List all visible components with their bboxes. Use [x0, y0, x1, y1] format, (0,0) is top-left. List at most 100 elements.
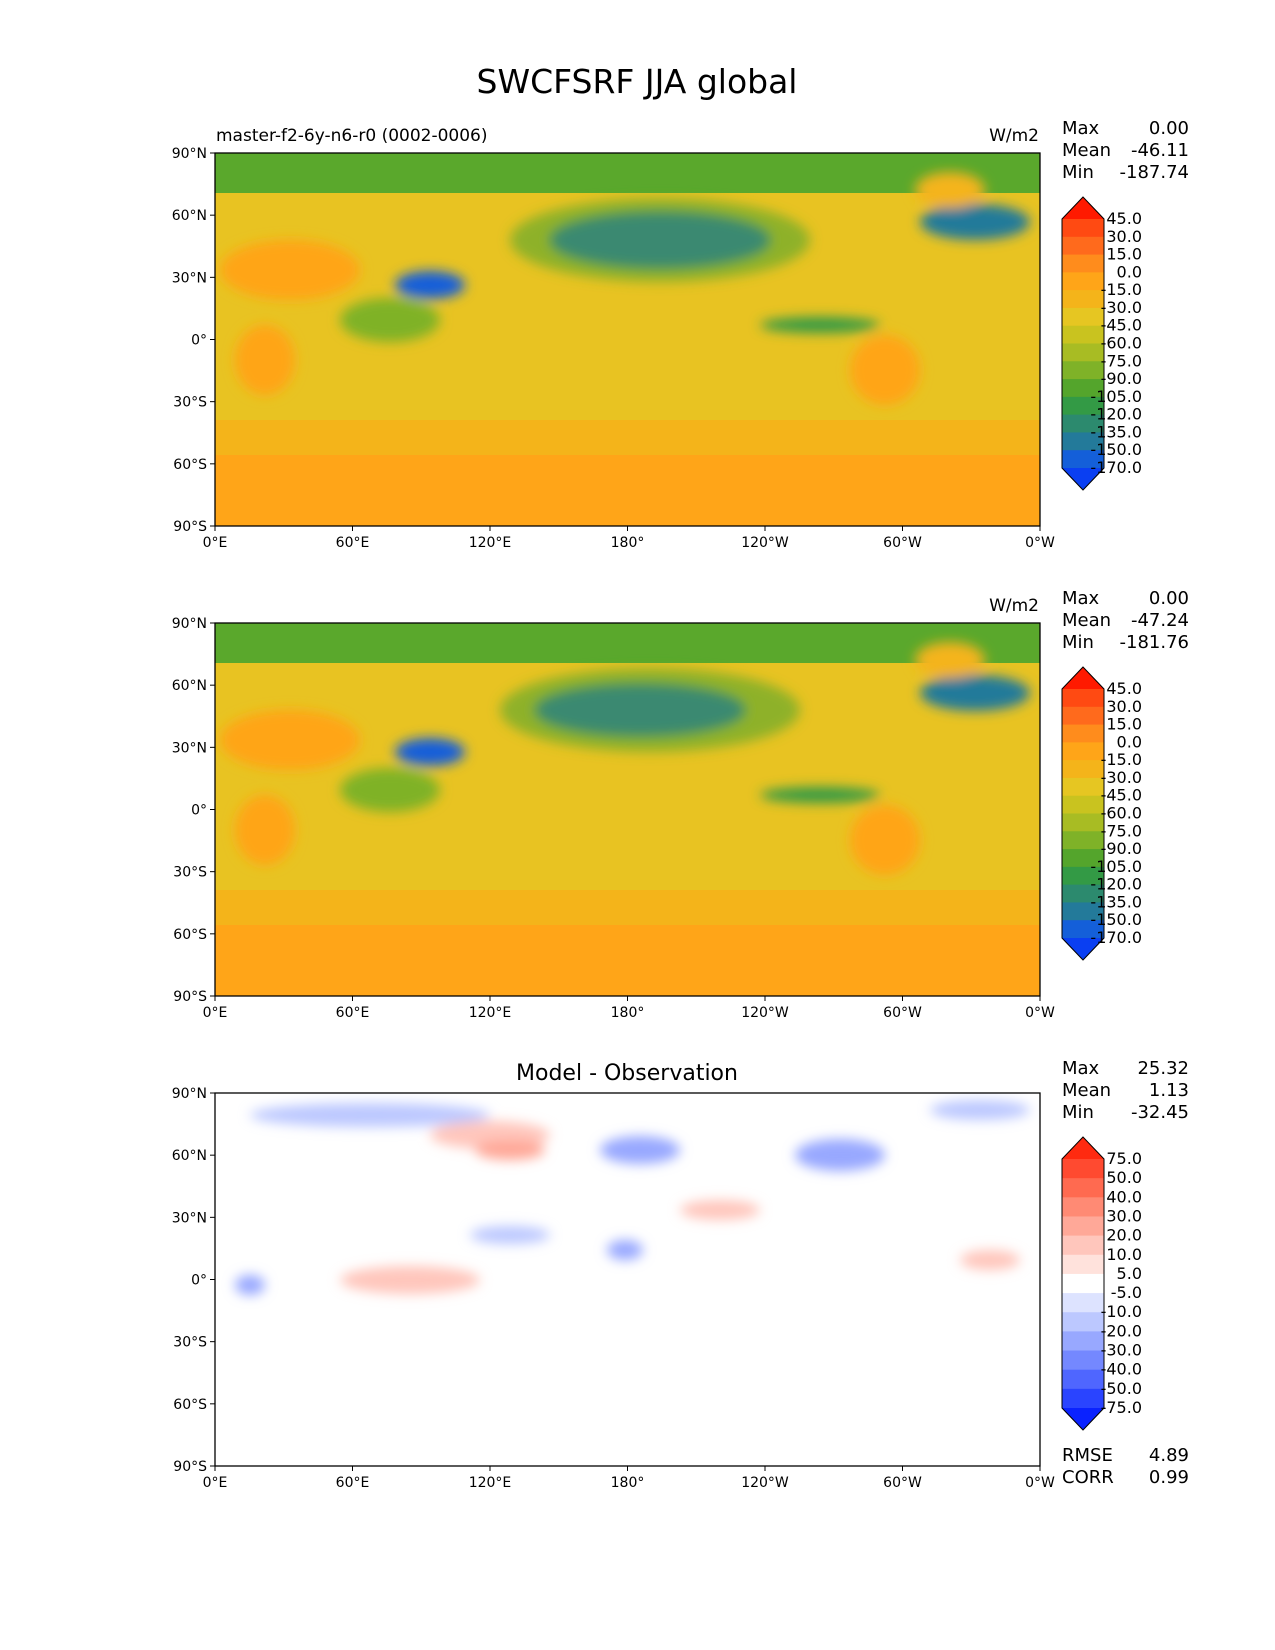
- colorbar-top-extend: [1062, 197, 1104, 219]
- lon-tick-label: 60°W: [883, 535, 922, 551]
- lon-tick-label: 60°W: [883, 1005, 922, 1021]
- arctic-negative: [250, 1103, 490, 1127]
- lon-tick-label: 180°: [611, 535, 645, 551]
- colorbar-segment: [1062, 1369, 1104, 1390]
- colorbar-label: -60.0: [1101, 334, 1142, 353]
- stat-max-value: 0.00: [1149, 118, 1189, 139]
- stats-block: Max 0.00 Mean -47.24 Min -181.76: [1062, 588, 1189, 653]
- colorbar-label: 5.0: [1117, 1264, 1142, 1283]
- colorbar-segment: [1062, 706, 1104, 726]
- band-arctic: [215, 153, 1040, 193]
- tibet-cloud: [395, 738, 465, 766]
- lon-tick-label: 180°: [611, 1475, 645, 1491]
- stat-mean-value: 1.13: [1149, 1080, 1189, 1101]
- colorbar-label: -150.0: [1090, 440, 1142, 459]
- band-arctic: [215, 623, 1040, 663]
- figure-title: SWCFSRF JJA global: [477, 62, 798, 101]
- stat-min-value: -181.76: [1120, 632, 1189, 653]
- colorbar-segment: [1062, 379, 1104, 398]
- stat-min-label: Min: [1062, 632, 1094, 653]
- africa-south: [235, 325, 295, 395]
- stat-rmse-label: RMSE: [1062, 1445, 1113, 1466]
- colorbar-label: -60.0: [1101, 804, 1142, 823]
- stat-rmse-value: 4.89: [1149, 1445, 1189, 1466]
- stat-min-value: -32.45: [1131, 1102, 1189, 1123]
- colorbar-segment: [1062, 396, 1104, 416]
- colorbar-label: 45.0: [1106, 209, 1142, 228]
- lon-tick-label: 180°: [611, 1005, 645, 1021]
- colorbar-label: -45.0: [1101, 786, 1142, 805]
- lat-tick-label: 90°N: [172, 146, 207, 162]
- lat-tick-label: 30°S: [173, 1335, 207, 1351]
- stat-min-label: Min: [1062, 1102, 1094, 1123]
- lat-tick-label: 60°N: [172, 1148, 207, 1164]
- lat-tick-label: 0°: [191, 1273, 207, 1289]
- colorbar-label: -90.0: [1101, 369, 1142, 388]
- north-atlantic-negative: [795, 1139, 885, 1171]
- lon-tick-label: 0°E: [203, 1005, 228, 1021]
- colorbar-label: 0.0: [1117, 262, 1142, 281]
- colorbar-segment: [1062, 902, 1104, 921]
- colorbar-top-extend: [1062, 667, 1104, 689]
- lat-tick-label: 0°: [191, 803, 207, 819]
- lon-tick-label: 120°W: [741, 1005, 789, 1021]
- itcz-east-pacific: [760, 317, 880, 333]
- band-southern: [215, 420, 1040, 455]
- lat-tick-label: 30°S: [173, 865, 207, 881]
- sahara-bright: [220, 710, 360, 770]
- lat-tick-label: 90°S: [173, 989, 207, 1005]
- itcz-east-pacific: [760, 787, 880, 803]
- colorbar-segment: [1062, 450, 1104, 469]
- africa-negative: [235, 1275, 265, 1295]
- colorbar-segment: [1062, 849, 1104, 868]
- field-features: [220, 642, 1030, 875]
- field-features: [220, 172, 1030, 405]
- colorbar-bottom-extend: [1062, 938, 1104, 960]
- south-america: [850, 805, 920, 875]
- colorbar-label: -10.0: [1101, 1302, 1142, 1321]
- panel-reference: W/m2 Max 0.00 Mean -47.24 Min -181.76 45…: [172, 588, 1189, 1021]
- colorbar-segment: [1062, 777, 1104, 797]
- colorbar-segment: [1062, 831, 1104, 850]
- colorbar-segment: [1062, 236, 1104, 256]
- colorbar-label: -30.0: [1101, 1341, 1142, 1360]
- stat-corr-label: CORR: [1062, 1467, 1114, 1488]
- colorbar-label: -150.0: [1090, 910, 1142, 929]
- colorbar-label: 15.0: [1106, 715, 1142, 734]
- colorbar-label: 0.0: [1117, 732, 1142, 751]
- colorbar-segment: [1062, 724, 1104, 743]
- colorbar-segment: [1062, 1388, 1104, 1409]
- lat-tick-label: 60°S: [173, 457, 207, 473]
- colorbar-label: -20.0: [1101, 1321, 1142, 1340]
- lat-tick-label: 30°N: [172, 1210, 207, 1226]
- colorbar-segment: [1062, 1178, 1104, 1198]
- colorbar-segment: [1062, 920, 1104, 939]
- colorbar-segment: [1062, 689, 1104, 708]
- band-south-ocean: [215, 455, 1040, 526]
- colorbar-label: -30.0: [1101, 298, 1142, 317]
- east-pacific-positive: [680, 1200, 760, 1220]
- colorbar-label: -120.0: [1090, 405, 1142, 424]
- colorbar-segment: [1062, 1331, 1104, 1352]
- colorbar: 45.030.015.00.0-15.0-30.0-45.0-60.0-75.0…: [1061, 666, 1142, 961]
- panel-difference: Model - Observation Max 25.32 Mean 1.13 …: [172, 1058, 1189, 1491]
- colorbar-label: 15.0: [1106, 245, 1142, 264]
- colorbar-bottom-extend: [1062, 468, 1104, 490]
- colorbar-segment: [1062, 884, 1104, 903]
- south-america: [850, 335, 920, 405]
- colorbar-label: -40.0: [1101, 1360, 1142, 1379]
- colorbar-label: -135.0: [1090, 892, 1142, 911]
- axes-ticks: 90°N 60°N 30°N 0° 30°S 60°S 90°S0°E 60°E 120°E 18…: [172, 1086, 1055, 1491]
- colorbar-label: 30.0: [1106, 1206, 1142, 1225]
- stat-max-label: Max: [1062, 1058, 1100, 1079]
- colorbar-segment: [1062, 290, 1104, 309]
- stat-min-value: -187.74: [1120, 162, 1189, 183]
- lon-tick-label: 60°E: [336, 1005, 370, 1021]
- stat-max-value: 25.32: [1137, 1058, 1189, 1079]
- colorbar-label: 20.0: [1106, 1226, 1142, 1245]
- colorbar-top-extend: [1062, 1137, 1104, 1159]
- colorbar-outline: [1061, 196, 1105, 491]
- band-southern: [215, 890, 1040, 925]
- colorbar-label: 30.0: [1106, 697, 1142, 716]
- tropic-negative: [470, 1226, 550, 1244]
